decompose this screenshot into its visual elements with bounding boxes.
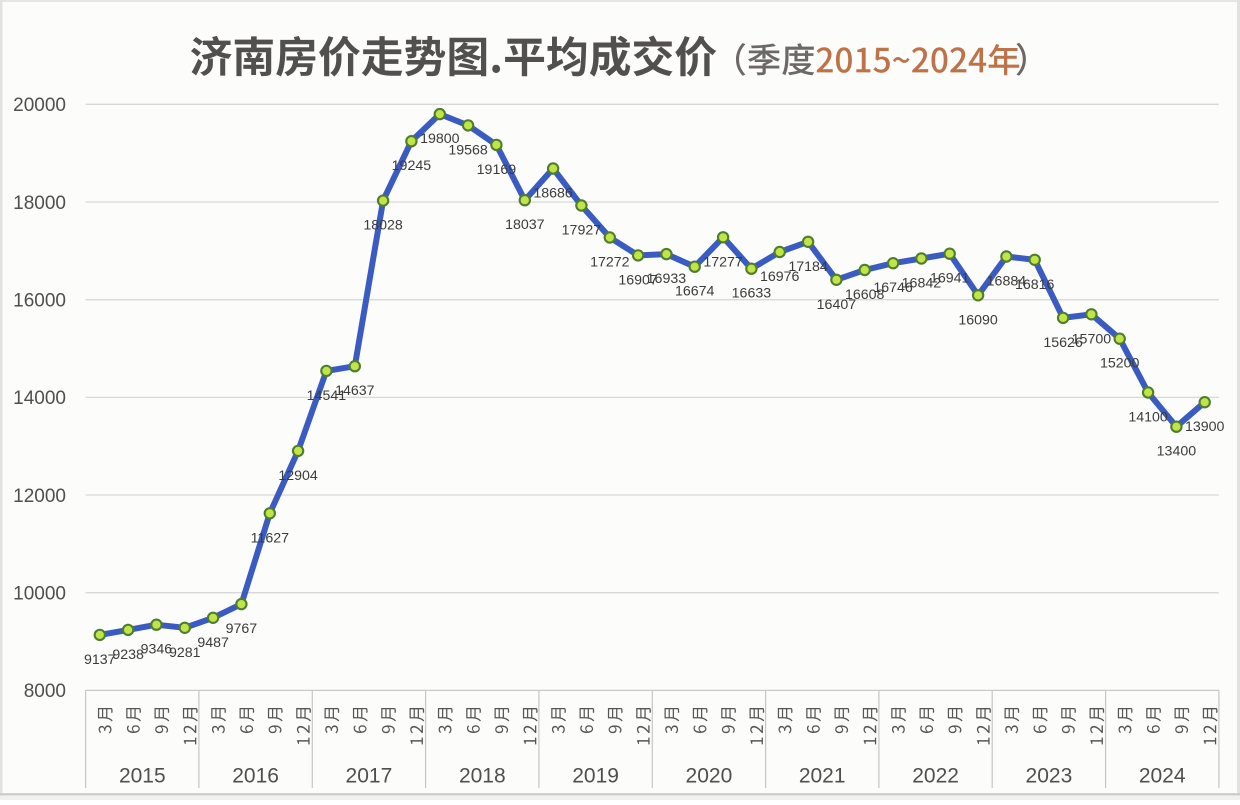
svg-text:16000: 16000 [13,291,66,312]
svg-text:2024: 2024 [1139,765,1186,788]
svg-text:16884: 16884 [987,274,1027,290]
svg-text:17272: 17272 [590,255,630,271]
svg-text:9346: 9346 [141,642,173,658]
svg-text:19245: 19245 [392,158,432,174]
svg-text:18028: 18028 [363,218,403,234]
svg-text:17277: 17277 [703,254,743,270]
svg-text:15200: 15200 [1100,356,1140,372]
svg-text:15626: 15626 [1043,335,1083,351]
svg-text:15700: 15700 [1072,331,1112,347]
svg-text:16608: 16608 [845,287,885,303]
svg-text:16933: 16933 [647,271,687,287]
svg-text:16090: 16090 [958,312,998,328]
svg-text:16633: 16633 [732,286,772,302]
svg-text:9487: 9487 [197,635,229,651]
svg-text:8000: 8000 [24,681,66,702]
svg-text:2016: 2016 [232,765,279,788]
svg-text:18000: 18000 [13,193,66,214]
svg-text:19800: 19800 [420,131,460,147]
svg-text:14541: 14541 [307,388,347,404]
svg-text:20000: 20000 [13,95,66,116]
svg-text:2021: 2021 [799,765,846,788]
svg-text:17927: 17927 [562,223,602,239]
svg-text:10000: 10000 [13,584,66,605]
svg-text:18686: 18686 [533,186,573,202]
svg-text:11627: 11627 [251,530,290,546]
svg-text:9238: 9238 [112,647,144,663]
svg-text:13400: 13400 [1157,444,1197,460]
svg-text:16746: 16746 [873,280,913,296]
svg-text:9137: 9137 [84,652,116,668]
svg-text:12904: 12904 [278,468,318,484]
svg-text:2015: 2015 [119,765,166,788]
svg-text:9281: 9281 [169,645,201,661]
svg-text:14637: 14637 [335,383,375,399]
svg-text:18037: 18037 [505,217,545,233]
svg-text:9767: 9767 [226,621,258,637]
svg-text:17184: 17184 [788,259,828,275]
svg-text:13900: 13900 [1185,419,1225,435]
svg-text:2023: 2023 [1026,765,1073,788]
svg-text:2019: 2019 [572,765,619,788]
svg-text:16842: 16842 [902,276,942,292]
svg-text:16976: 16976 [760,269,800,285]
svg-text:14000: 14000 [13,388,66,409]
svg-text:16941: 16941 [930,271,970,287]
svg-text:16907: 16907 [618,272,658,288]
svg-text:12000: 12000 [13,486,66,507]
svg-text:2017: 2017 [346,765,393,788]
svg-text:2022: 2022 [912,765,959,788]
svg-text:16407: 16407 [817,297,857,313]
svg-text:2020: 2020 [686,765,733,788]
svg-text:2018: 2018 [459,765,506,788]
svg-text:14100: 14100 [1128,410,1168,426]
svg-text:16816: 16816 [1015,277,1055,293]
svg-text:19568: 19568 [448,142,488,158]
svg-text:19169: 19169 [477,162,517,178]
svg-text:16674: 16674 [675,284,715,300]
